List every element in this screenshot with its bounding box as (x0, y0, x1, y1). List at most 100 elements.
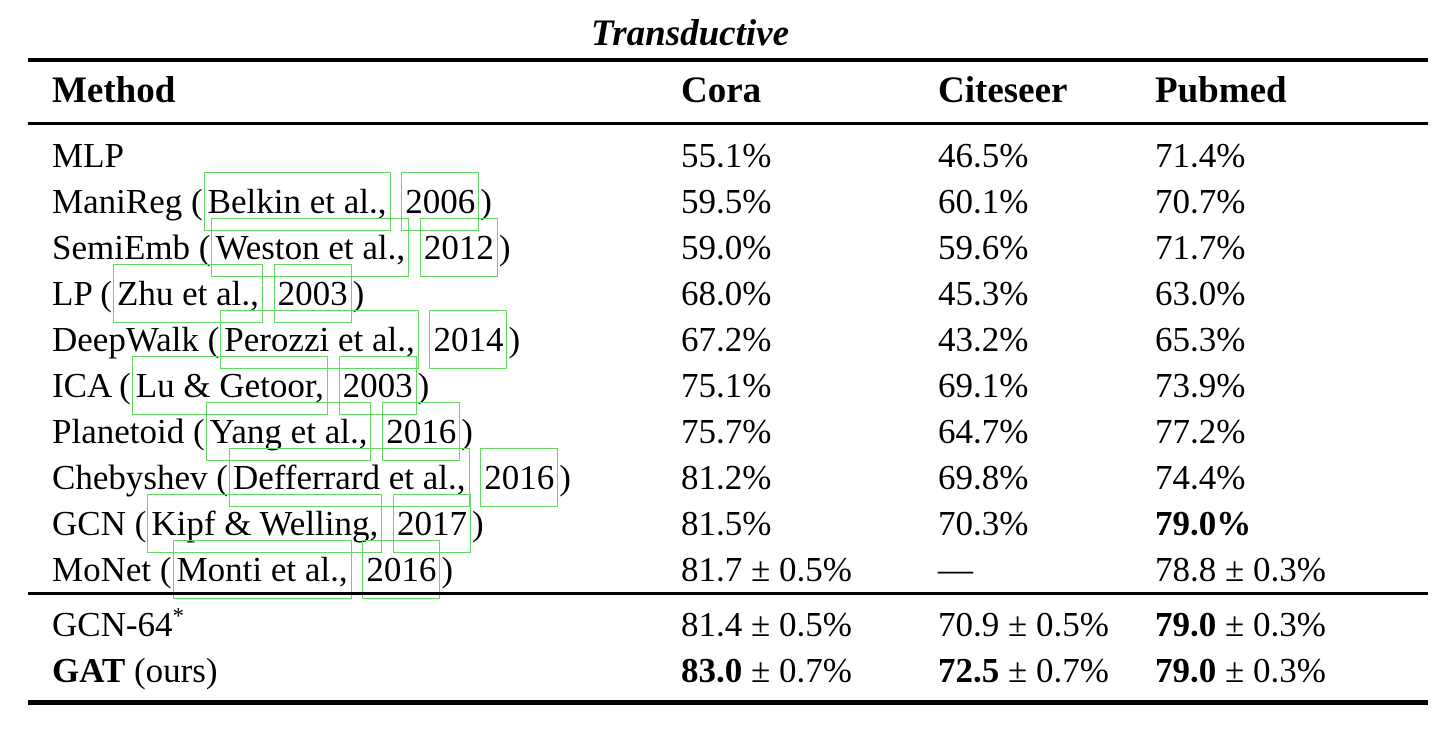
text-segment: Planetoid ( (52, 412, 205, 451)
text-segment: 69.8% (938, 458, 1029, 497)
method-cell: GAT (ours) (52, 648, 681, 694)
text-segment: 59.5% (681, 182, 772, 221)
text-segment: (ours) (125, 651, 218, 690)
header-method: Method (52, 70, 176, 111)
text-segment: ± 0.3% (1216, 651, 1326, 690)
text-segment: * (172, 603, 184, 629)
citation-link[interactable]: 2006 (401, 172, 480, 231)
cora-cell: 55.1% (681, 133, 938, 179)
method-cell: LP (Zhu et al., 2003) (52, 264, 681, 323)
text-segment: ) (480, 182, 492, 221)
text-segment: ) (441, 550, 454, 589)
text-segment: 83.0 (681, 651, 743, 690)
text-segment: 81.5% (681, 504, 772, 543)
header-citeseer: Citeseer (938, 70, 1068, 111)
text-segment: 45.3% (938, 274, 1029, 313)
citeseer-cell: 72.5 ± 0.7% (938, 648, 1155, 694)
table-row: MoNet (Monti et al., 2016) 81.7 ± 0.5% —78… (0, 540, 1446, 599)
text-segment (410, 228, 419, 267)
method-cell: ICA (Lu & Getoor, 2003) (52, 356, 681, 415)
citeseer-cell: 70.9 ± 0.5% (938, 602, 1155, 648)
citation-link[interactable]: Monti et al., (172, 540, 352, 599)
text-segment: 74.4% (1155, 458, 1246, 497)
citation-link[interactable]: Kipf & Welling, (147, 494, 383, 553)
text-segment: 64.7% (938, 412, 1029, 451)
text-segment (372, 412, 381, 451)
text-segment: 79.0 (1155, 605, 1217, 644)
method-cell: DeepWalk (Perozzi et al., 2014) (52, 310, 681, 369)
table-row: Planetoid (Yang et al., 2016) 75.7% 64.7% 7… (0, 402, 1446, 461)
citeseer-cell: 46.5% (938, 133, 1155, 179)
text-segment: ± 0.7% (742, 651, 852, 690)
text-segment: 70.9 ± 0.5% (938, 605, 1109, 644)
cora-cell: 75.1% (681, 363, 938, 409)
method-cell: MLP (52, 133, 681, 179)
pubmed-cell: 70.7% (1155, 179, 1446, 225)
text-segment: SemiEmb ( (52, 228, 211, 267)
text-segment: 65.3% (1155, 320, 1246, 359)
citation-link[interactable]: Yang et al., (205, 402, 372, 461)
text-segment (471, 458, 480, 497)
table-rule-top (28, 58, 1428, 62)
citation-link[interactable]: 2016 (382, 402, 461, 461)
citation-link[interactable]: Belkin et al., (203, 172, 391, 231)
header-cora: Cora (681, 70, 762, 111)
text-segment: ) (417, 366, 430, 405)
pubmed-cell: 71.7% (1155, 225, 1446, 271)
method-cell: SemiEmb (Weston et al., 2012) (52, 218, 681, 277)
citation-link[interactable]: 2017 (393, 494, 471, 553)
citation-link[interactable]: 2012 (419, 218, 498, 277)
citation-link[interactable]: 2016 (362, 540, 441, 599)
text-segment: MLP (52, 136, 124, 175)
pubmed-cell: 73.9% (1155, 363, 1446, 409)
text-segment: 59.6% (938, 228, 1029, 267)
text-segment: GAT (52, 651, 126, 690)
table-header-row: Method Cora Citeseer Pubmed (0, 68, 1446, 114)
text-segment: GCN-64 (52, 605, 173, 644)
cora-cell: 83.0 ± 0.7% (681, 648, 938, 694)
text-segment: ) (461, 412, 473, 451)
pubmed-cell: 78.8 ± 0.3% (1155, 547, 1446, 593)
text-segment: 71.4% (1155, 136, 1246, 175)
text-segment: ) (508, 320, 521, 359)
cora-cell: 68.0% (681, 271, 938, 317)
citeseer-cell: 70.3% (938, 501, 1155, 547)
citeseer-cell: 69.8% (938, 455, 1155, 501)
citation-link[interactable]: 2016 (480, 448, 559, 507)
text-segment: ) (352, 274, 365, 313)
text-segment: 63.0% (1155, 274, 1246, 313)
citation-link[interactable]: Perozzi et al., (220, 310, 419, 369)
table-row: GAT (ours) 83.0 ± 0.7% 72.5 ± 0.7% 79.0 ± 0… (0, 648, 1446, 694)
citation-link[interactable]: 2014 (429, 310, 508, 369)
text-segment: 78.8 ± 0.3% (1155, 550, 1326, 589)
citation-link[interactable]: Defferrard et al., (228, 448, 470, 507)
text-segment: 79.0 (1155, 651, 1217, 690)
table-row: SemiEmb (Weston et al., 2012) 59.0% 59.6% 7… (0, 218, 1446, 277)
text-segment: 79.0% (1155, 504, 1252, 543)
text-segment: 43.2% (938, 320, 1029, 359)
pubmed-cell: 71.4% (1155, 133, 1446, 179)
text-segment: 75.7% (681, 412, 772, 451)
text-segment (392, 182, 401, 221)
citation-link[interactable]: Zhu et al., (112, 264, 263, 323)
text-segment (329, 366, 338, 405)
text-segment (383, 504, 392, 543)
text-segment (264, 274, 273, 313)
text-segment: 70.7% (1155, 182, 1246, 221)
table-row: Chebyshev (Defferrard et al., 2016) 81.2%… (0, 448, 1446, 507)
citation-link[interactable]: 2003 (273, 264, 352, 323)
text-segment: 46.5% (938, 136, 1029, 175)
pubmed-cell: 63.0% (1155, 271, 1446, 317)
method-cell: MoNet (Monti et al., 2016) (52, 540, 681, 599)
header-pubmed: Pubmed (1155, 70, 1287, 111)
citation-link[interactable]: 2003 (338, 356, 417, 415)
table-row: ManiReg (Belkin et al., 2006) 59.5% 60.1% 7… (0, 172, 1446, 231)
text-segment: 75.1% (681, 366, 772, 405)
table-row: ICA (Lu & Getoor, 2003) 75.1% 69.1% 73.9% (0, 356, 1446, 415)
text-segment: LP ( (52, 274, 112, 313)
table-row: GCN-64* 81.4 ± 0.5% 70.9 ± 0.5% 79.0 ± 0.3% (0, 602, 1446, 648)
citation-link[interactable]: Weston et al., (211, 218, 410, 277)
citation-link[interactable]: Lu & Getoor, (131, 356, 328, 415)
text-segment: ) (472, 504, 484, 543)
